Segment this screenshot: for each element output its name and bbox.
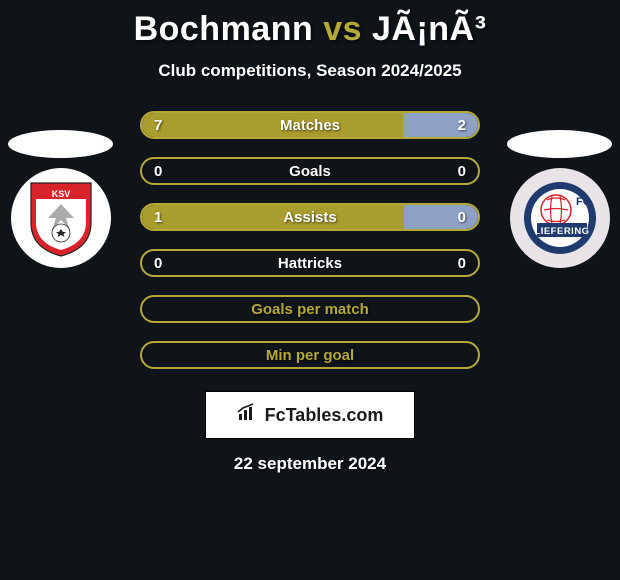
left-badge-column: KSV bbox=[8, 130, 113, 268]
svg-text:LIEFERING: LIEFERING bbox=[534, 226, 589, 237]
stat-label: Matches bbox=[142, 117, 478, 134]
chart-icon bbox=[237, 403, 259, 427]
stat-label: Goals bbox=[142, 163, 478, 180]
stat-bar: Min per goal bbox=[140, 341, 480, 369]
stat-bar: 10Assists bbox=[140, 203, 480, 231]
ksv-shield-icon: KSV bbox=[26, 178, 96, 258]
left-ellipse bbox=[8, 130, 113, 158]
svg-text:FC: FC bbox=[576, 196, 591, 208]
comparison-title: Bochmann vs JÃ¡nÃ³ bbox=[0, 10, 620, 49]
stat-bar: 00Hattricks bbox=[140, 249, 480, 277]
right-badge-column: FC LIEFERING bbox=[507, 130, 612, 268]
stat-bar: 00Goals bbox=[140, 157, 480, 185]
svg-text:KSV: KSV bbox=[51, 189, 70, 199]
vs-separator: vs bbox=[323, 10, 362, 48]
player1-name: Bochmann bbox=[134, 10, 314, 48]
site-name: FcTables.com bbox=[265, 405, 384, 426]
right-team-badge: FC LIEFERING bbox=[510, 168, 610, 268]
subtitle: Club competitions, Season 2024/2025 bbox=[0, 61, 620, 81]
stats-list: 72Matches 00Goals 10Assists 00Hattricks Goal… bbox=[140, 111, 480, 369]
stat-label: Min per goal bbox=[142, 347, 478, 364]
fc-liefering-icon: FC LIEFERING bbox=[520, 178, 600, 258]
stat-label: Hattricks bbox=[142, 255, 478, 272]
stat-bar: 72Matches bbox=[140, 111, 480, 139]
stat-bar: Goals per match bbox=[140, 295, 480, 323]
right-ellipse bbox=[507, 130, 612, 158]
stat-label: Goals per match bbox=[142, 301, 478, 318]
site-attribution: FcTables.com bbox=[205, 391, 415, 439]
stat-label: Assists bbox=[142, 209, 478, 226]
player2-name: JÃ¡nÃ³ bbox=[372, 10, 486, 48]
left-team-badge: KSV bbox=[11, 168, 111, 268]
footer-date: 22 september 2024 bbox=[0, 454, 620, 474]
